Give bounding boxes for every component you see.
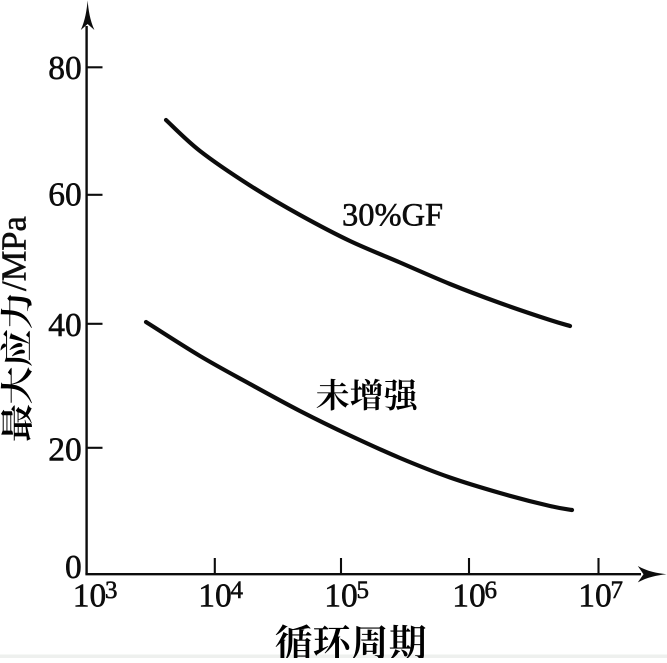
svg-text:10: 10 bbox=[452, 578, 486, 615]
svg-text:10: 10 bbox=[198, 578, 232, 615]
svg-text:30%GF: 30%GF bbox=[342, 198, 443, 234]
svg-text:7: 7 bbox=[611, 577, 624, 604]
svg-text:0: 0 bbox=[65, 549, 82, 586]
svg-text:/MPa: /MPa bbox=[0, 216, 34, 291]
svg-text:80: 80 bbox=[48, 50, 82, 87]
svg-text:10: 10 bbox=[73, 578, 107, 615]
svg-text:4: 4 bbox=[231, 577, 244, 604]
svg-text:40: 40 bbox=[48, 307, 82, 344]
svg-text:10: 10 bbox=[578, 578, 612, 615]
svg-text:5: 5 bbox=[357, 577, 370, 604]
svg-text:10: 10 bbox=[324, 578, 358, 615]
svg-text:60: 60 bbox=[48, 177, 82, 214]
svg-text:6: 6 bbox=[485, 577, 498, 604]
svg-text:3: 3 bbox=[105, 577, 118, 604]
svg-text:20: 20 bbox=[48, 432, 82, 469]
